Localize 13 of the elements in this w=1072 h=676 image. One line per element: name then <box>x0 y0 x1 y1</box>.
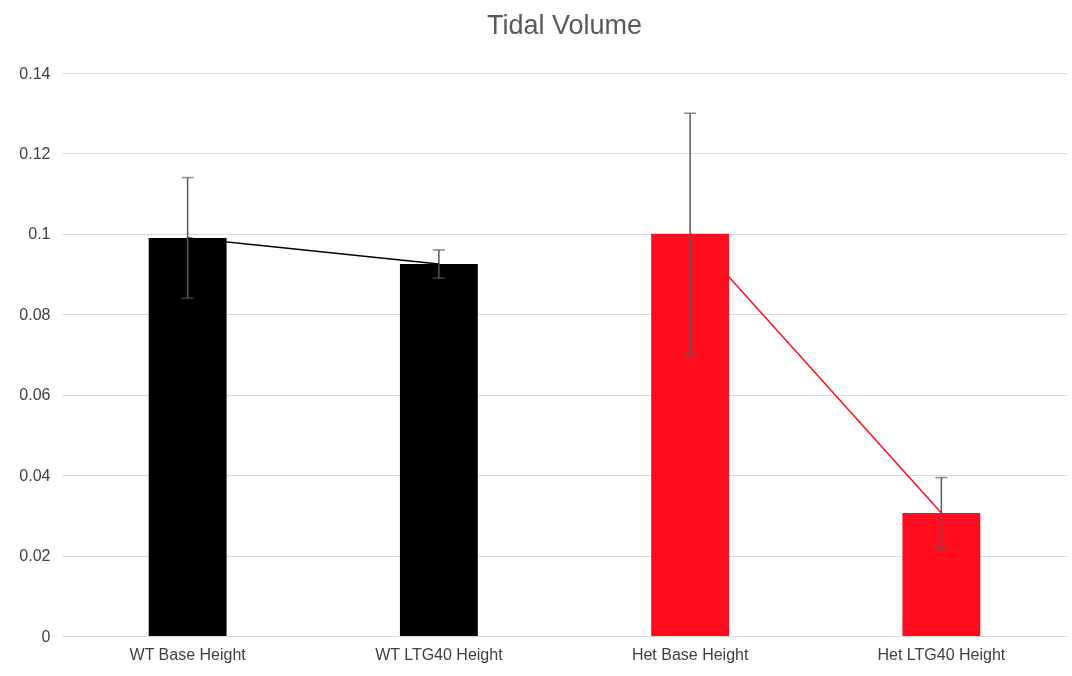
chart-title: Tidal Volume <box>486 10 643 40</box>
x-tick-label: Het LTG40 Height <box>877 645 1006 663</box>
y-tick-label: 0.08 <box>19 305 51 323</box>
y-tick-label: 0.1 <box>28 225 51 243</box>
y-tick-label: 0.06 <box>19 386 51 404</box>
x-tick-label: WT LTG40 Height <box>375 645 504 663</box>
y-tick-label: 0.14 <box>19 64 51 82</box>
y-tick-label: 0.04 <box>19 466 51 484</box>
y-tick-label: 0 <box>41 627 51 645</box>
y-tick-label: 0.02 <box>19 547 51 565</box>
x-tick-label: WT Base Height <box>129 645 247 663</box>
x-tick-label: Het Base Height <box>631 645 749 663</box>
y-tick-label: 0.12 <box>19 144 51 162</box>
